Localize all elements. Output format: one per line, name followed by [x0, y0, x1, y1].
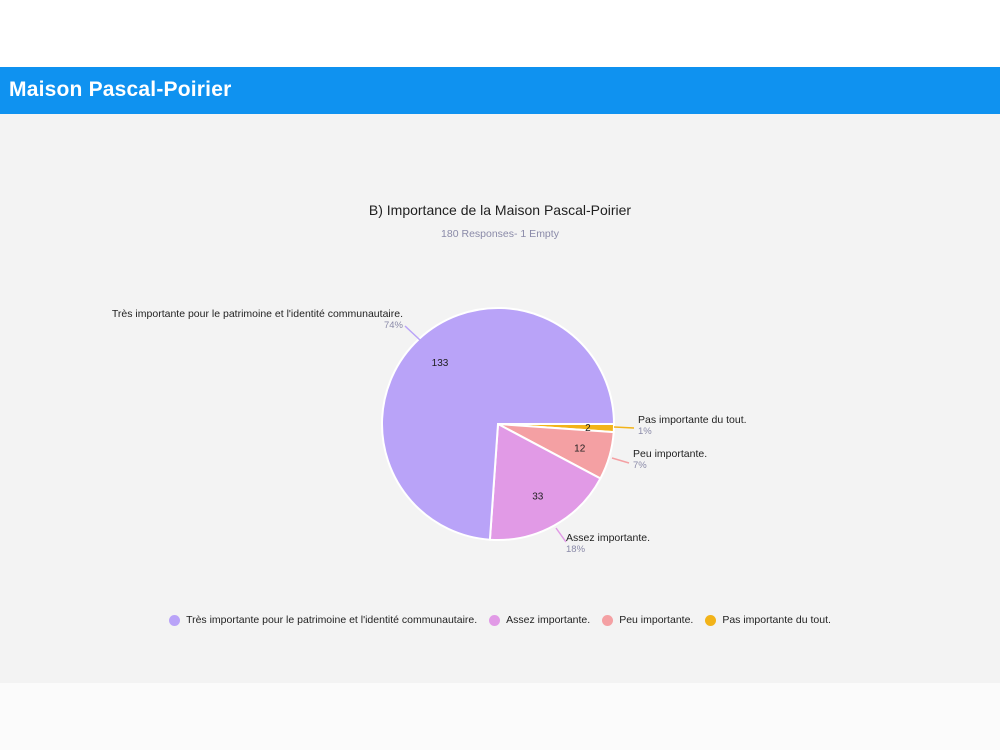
app-header: Maison Pascal-Poirier — [0, 67, 1000, 114]
slice-value-label-pas-importante: 2 — [585, 423, 591, 434]
leader-line-peu-importante — [611, 457, 630, 464]
legend-item-pas-importante[interactable]: Pas importante du tout. — [705, 614, 831, 626]
legend-item-peu-importante[interactable]: Peu importante. — [602, 614, 693, 626]
chart-subtitle: 180 Responses- 1 Empty — [441, 228, 559, 240]
slice-value-label-assez-importante: 33 — [532, 492, 544, 503]
leader-line-tres-importante — [404, 325, 421, 341]
slice-category-label-tres-importante: Très importante pour le patrimoine et l'… — [112, 308, 403, 320]
leader-line-pas-importante — [613, 426, 635, 429]
legend-swatch — [705, 614, 717, 626]
chart-title: B) Importance de la Maison Pascal-Poirie… — [368, 202, 632, 218]
slice-percent-label-tres-importante: 74% — [384, 320, 404, 331]
legend-swatch — [169, 614, 181, 626]
chart-legend: Très importante pour le patrimoine et l'… — [0, 614, 1000, 626]
legend-item-tres-importante[interactable]: Très importante pour le patrimoine et l'… — [169, 614, 477, 626]
slice-category-label-assez-importante: Assez importante. — [566, 532, 650, 544]
slice-percent-label-assez-importante: 18% — [566, 544, 586, 555]
slice-percent-label-pas-importante: 1% — [638, 426, 652, 437]
pie-slice-assez-importante[interactable] — [488, 422, 602, 541]
slice-value-label-peu-importante: 12 — [574, 443, 586, 454]
legend-label: Pas importante du tout. — [722, 614, 831, 626]
legend-label: Peu importante. — [619, 614, 694, 626]
legend-swatch — [602, 614, 614, 626]
legend-item-assez-importante[interactable]: Assez importante. — [489, 614, 590, 626]
slice-category-label-peu-importante: Peu importante. — [633, 448, 707, 460]
page-footer-area — [0, 683, 1000, 750]
slice-value-label-tres-importante: 133 — [432, 358, 449, 369]
legend-label: Assez importante. — [506, 614, 591, 626]
slice-category-label-pas-importante: Pas importante du tout. — [638, 414, 747, 426]
page-title: Maison Pascal-Poirier — [9, 78, 232, 101]
legend-label: Très importante pour le patrimoine et l'… — [186, 614, 478, 626]
legend-swatch — [489, 614, 501, 626]
leader-line-assez-importante — [555, 527, 567, 543]
slice-percent-label-peu-importante: 7% — [633, 460, 647, 471]
